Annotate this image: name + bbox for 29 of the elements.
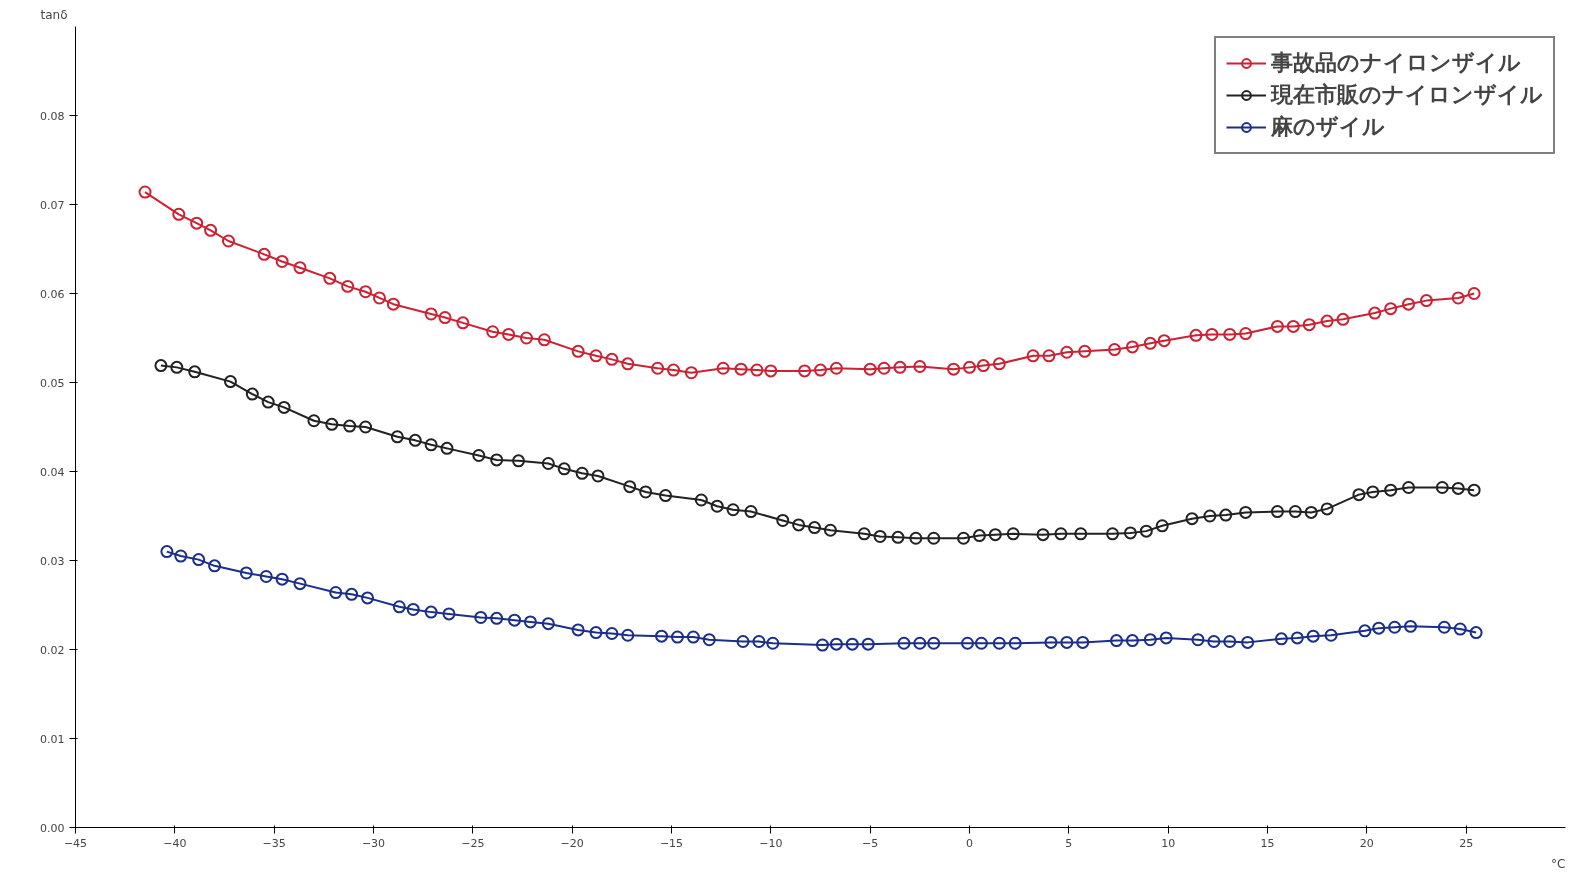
y-tick-label: 0.00	[40, 821, 65, 835]
x-tick-label: 20	[1359, 836, 1374, 850]
legend-label: 現在市販のナイロンザイル	[1271, 81, 1543, 109]
x-tick-label: −30	[361, 836, 386, 850]
x-tick-label: −15	[659, 836, 684, 850]
x-tick-label: 0	[966, 836, 973, 850]
y-tick-label: 0.05	[40, 376, 65, 390]
x-tick-label: 25	[1459, 836, 1474, 850]
x-tick-label: −45	[63, 836, 88, 850]
x-tick-label: 10	[1161, 836, 1176, 850]
y-axis-title: tanδ	[40, 7, 68, 22]
x-axis-title: °C	[1551, 856, 1566, 871]
x-tick-label: −40	[163, 836, 187, 850]
y-tick-label: 0.03	[40, 554, 65, 568]
x-tick-label: −25	[461, 836, 485, 850]
x-tick-label: 5	[1065, 836, 1073, 850]
legend-label: 事故品のナイロンザイル	[1271, 49, 1521, 77]
y-tick-label: 0.02	[40, 643, 65, 657]
x-tick-label: −20	[560, 836, 584, 850]
y-tick-label: 0.04	[40, 465, 65, 479]
x-tick-label: −10	[759, 836, 783, 850]
y-tick-label: 0.01	[40, 732, 65, 746]
y-tick-label: 0.08	[40, 109, 65, 123]
y-tick-label: 0.06	[40, 287, 65, 301]
y-tick-label: 0.07	[40, 198, 65, 212]
x-tick-label: 15	[1260, 836, 1275, 850]
legend-label: 麻のザイル	[1271, 113, 1385, 141]
x-tick-label: −5	[862, 836, 879, 850]
x-tick-label: −35	[262, 836, 286, 850]
